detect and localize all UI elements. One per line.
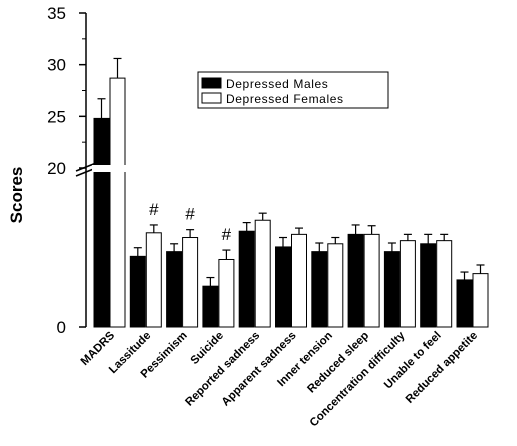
bar-break-gap [92,165,127,172]
bar-females [291,233,307,328]
bar-males [93,117,110,328]
x-tick-label: Reduced appetite [404,330,480,406]
axes: 0 20 25 30 35 Scores [7,4,97,337]
bar-males [311,251,328,328]
y-tick-label: 0 [57,318,66,337]
bar-males [238,230,255,328]
significance-marker: # [185,205,195,224]
axis-break-mark [75,162,97,172]
bar-females [145,232,162,328]
y-axis-title: Scores [7,167,26,224]
bar-females [182,237,199,328]
bars [92,57,489,328]
significance-marker: # [149,200,159,219]
bar-males [420,243,437,328]
bar-males [456,279,473,328]
y-tick-label: 25 [47,107,66,126]
significance-marker: # [222,225,232,244]
bar-females [109,77,126,328]
legend-swatch-males [201,77,222,89]
y-tick-label: 35 [47,4,66,23]
bar-males [202,285,219,328]
bar-females [436,240,453,328]
bar-females [399,240,416,328]
bar-females [363,233,380,328]
bar-females [472,273,489,328]
legend-swatch-females [201,92,222,104]
bar-males [383,251,400,328]
legend-label-females: Depressed Females [226,92,344,106]
bar-females [254,219,271,328]
bar-males [275,246,291,328]
bar-females [218,258,235,328]
bar-females [327,243,344,328]
legend-label-males: Depressed Males [226,77,328,91]
bar-males [166,251,183,328]
y-tick-label: 20 [47,159,66,178]
legend-box [197,71,389,109]
bar-males [347,233,364,328]
y-tick-label: 30 [47,56,66,75]
x-tick-label: Suicide [189,330,226,367]
bar-males [129,255,146,328]
